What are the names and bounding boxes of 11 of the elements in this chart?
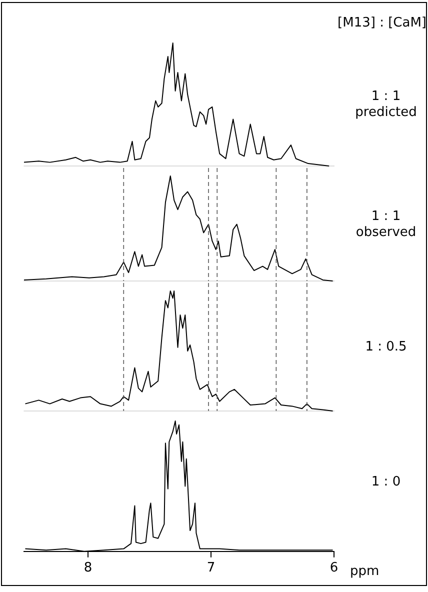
x-tick-label: 8 <box>84 560 92 576</box>
text: 1 : 0.5 <box>365 339 407 354</box>
text: 1 : 0 <box>371 474 401 490</box>
x-tick-label: 7 <box>206 560 216 576</box>
x-axis-title: ppm <box>350 564 380 579</box>
text: predicted <box>355 104 417 120</box>
x-tick-label: 6 <box>330 560 338 576</box>
text: observed <box>356 224 416 240</box>
text: [M13] : [CaM] <box>338 15 426 30</box>
text: 1 : 1 <box>371 208 401 224</box>
text: 1 : 1 <box>371 88 401 104</box>
